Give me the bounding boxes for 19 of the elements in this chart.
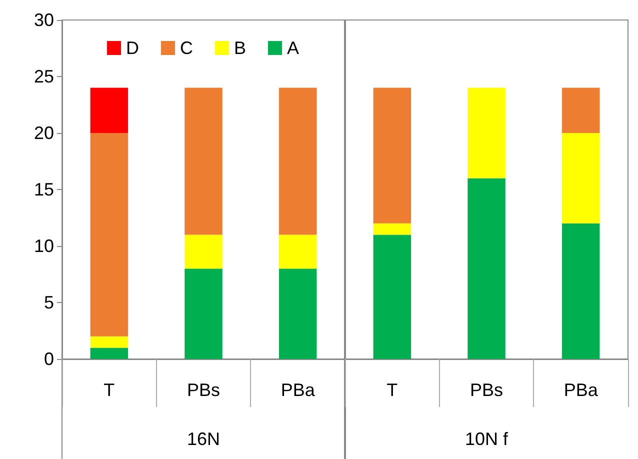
legend-label: A xyxy=(287,38,300,58)
y-tick-label: 25 xyxy=(34,66,54,86)
x-tick-label: PBa xyxy=(564,380,599,400)
text: 16N xyxy=(186,429,220,449)
legend-label: D xyxy=(126,38,139,58)
x-tick-label: PBa xyxy=(280,380,316,400)
x-tick-label: PBs xyxy=(470,380,504,400)
legend-label: C xyxy=(180,38,193,58)
y-tick-label: 20 xyxy=(34,123,54,143)
x-tick-label: PBs xyxy=(186,380,220,400)
x-tick-label: T xyxy=(386,380,398,400)
legend-label: B xyxy=(234,38,246,58)
text: 10N f xyxy=(464,429,510,449)
y-tick-label: 5 xyxy=(44,292,54,312)
y-tick-label: 15 xyxy=(34,180,54,200)
y-tick-label: 0 xyxy=(44,349,54,369)
y-tick-label: 10 xyxy=(34,236,54,256)
y-tick-label: 30 xyxy=(34,10,54,30)
x-tick-label: T xyxy=(104,380,115,400)
